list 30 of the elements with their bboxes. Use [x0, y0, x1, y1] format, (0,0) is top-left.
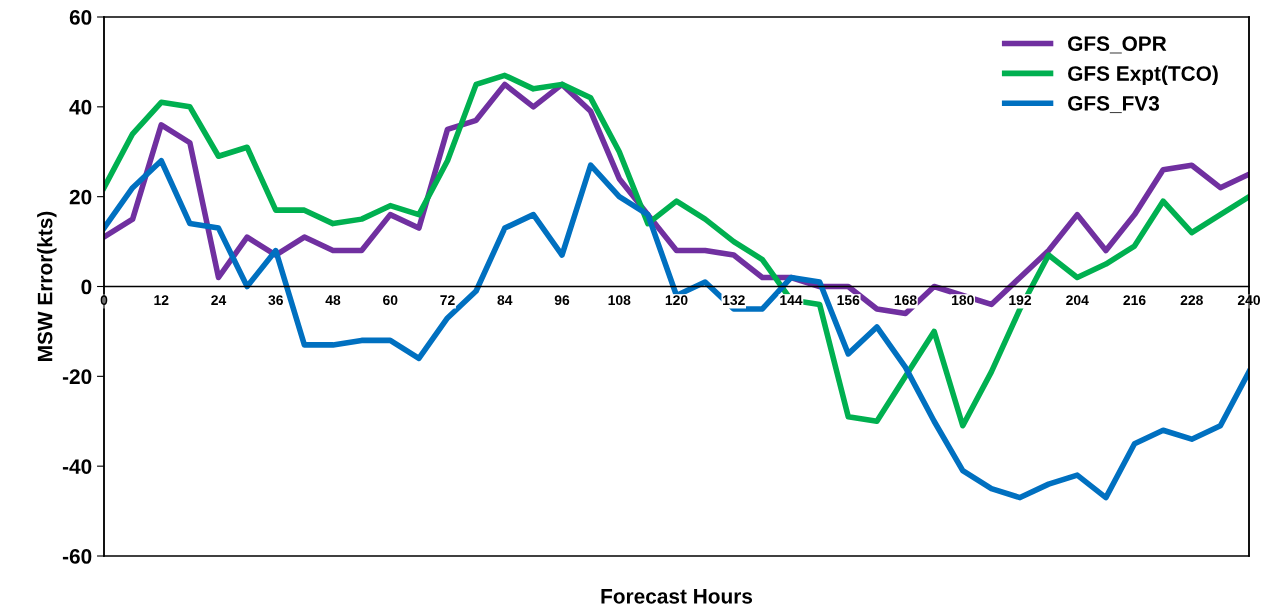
- y-tick-label: 40: [69, 99, 92, 115]
- y-tick-label: 0: [81, 279, 92, 295]
- legend-label: GFS_OPR: [1068, 36, 1167, 54]
- x-tick-label: 96: [554, 295, 570, 306]
- x-tick-label: 192: [1009, 295, 1032, 306]
- y-tick-label: -60: [62, 549, 92, 564]
- x-tick-label: 36: [268, 295, 283, 306]
- y-tick-label: -40: [62, 459, 92, 474]
- x-tick-label: 228: [1180, 295, 1203, 306]
- x-tick-label: 24: [211, 295, 227, 305]
- x-tick-label: 108: [608, 295, 631, 306]
- x-tick-label: 204: [1066, 295, 1089, 306]
- x-tick-label: 84: [497, 295, 513, 306]
- legend-label: GFS_FV3: [1068, 95, 1160, 114]
- x-tick-label: 72: [440, 295, 455, 305]
- x-tick-label: 132: [723, 295, 745, 306]
- x-tick-label: 120: [665, 295, 688, 306]
- x-tick-label: 216: [1123, 295, 1146, 306]
- x-axis-title: Forecast Hours: [601, 589, 753, 604]
- x-tick-label: 60: [383, 295, 398, 306]
- x-tick-label: 156: [837, 295, 860, 306]
- legend-label: GFS Expt(TCO): [1068, 65, 1218, 86]
- y-tick-label: -20: [62, 369, 92, 385]
- y-tick-label: 60: [69, 10, 92, 25]
- y-tick-label: 20: [69, 189, 92, 205]
- x-tick-label: 48: [325, 295, 341, 306]
- x-tick-label: 168: [894, 295, 917, 306]
- y-axis-title: MSW Error(kts): [37, 211, 57, 361]
- x-tick-label: 12: [154, 295, 169, 305]
- x-tick-label: 180: [952, 295, 974, 306]
